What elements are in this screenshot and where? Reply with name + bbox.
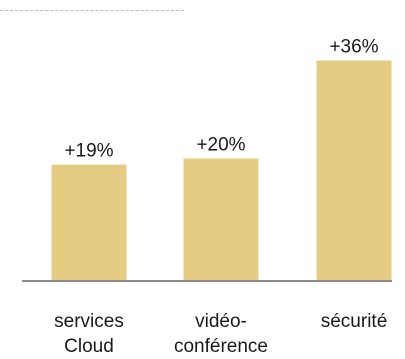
category-label-1: vidéo-conférence: [174, 311, 268, 357]
category-label-2: sécurité: [321, 311, 388, 332]
bar-value-label-0: +19%: [64, 141, 113, 162]
category-label-0: services Cloud: [54, 311, 124, 357]
bar-value-label-2: +36%: [329, 37, 378, 58]
bar-1: [183, 158, 259, 281]
bar-0: [51, 164, 127, 281]
bar-2: [316, 60, 392, 281]
bar-value-label-1: +20%: [196, 135, 245, 156]
top-dashed-rule: [0, 10, 184, 11]
